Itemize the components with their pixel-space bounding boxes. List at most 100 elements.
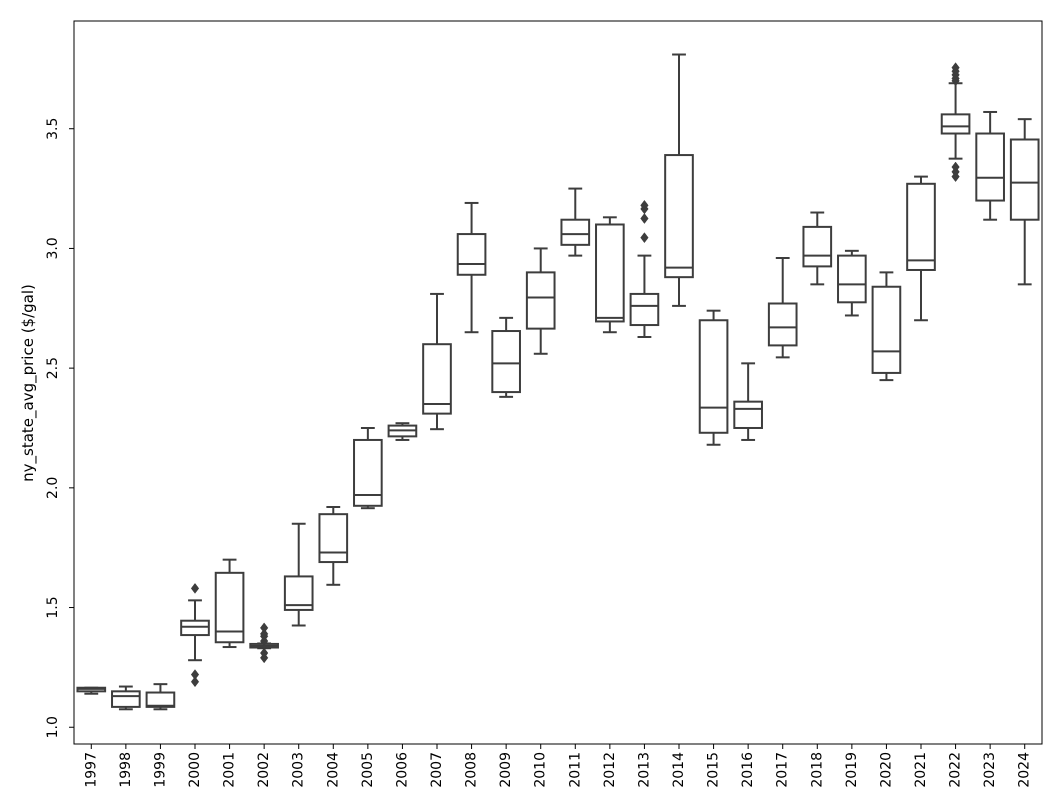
box-2003: [283, 522, 314, 627]
y-tick-label: 3.0: [45, 237, 61, 259]
box-iqr: [837, 254, 867, 304]
box-2002: [249, 622, 279, 664]
outlier-point: [260, 647, 269, 659]
outlier-point: [640, 232, 649, 244]
box-iqr: [145, 691, 176, 708]
x-tick-label: 2020: [878, 752, 894, 788]
box-iqr: [629, 292, 660, 327]
box-2000: [180, 582, 210, 688]
box-iqr: [318, 513, 349, 564]
y-tick-label: 1.5: [45, 596, 61, 618]
box-2009: [491, 316, 521, 398]
x-tick-label: 2006: [394, 752, 410, 788]
x-tick-label: 1997: [83, 752, 99, 788]
box-2005: [353, 426, 383, 510]
y-tick-label: 3.5: [45, 118, 61, 140]
box-iqr: [1009, 138, 1040, 221]
x-axis: 1997 1998 1999 2000 2001 2002 2003 2004 2005 2006…: [83, 744, 1033, 788]
x-tick-label: 2019: [844, 752, 860, 788]
x-tick-label: 2000: [187, 752, 203, 788]
box-2023: [975, 110, 1005, 221]
box-2007: [422, 292, 452, 431]
box-iqr: [871, 285, 902, 374]
box-iqr: [595, 223, 625, 323]
x-tick-label: 2024: [1017, 752, 1033, 788]
box-2004: [318, 505, 349, 586]
outlier-point: [951, 161, 960, 173]
x-tick-label: 2001: [222, 752, 238, 788]
box-2008: [456, 201, 487, 334]
y-tick-label: 1.0: [45, 716, 61, 738]
box-2016: [733, 362, 763, 441]
box-2013: [629, 199, 660, 339]
box-2021: [906, 175, 936, 322]
y-axis-title: ny_state_avg_price ($/gal): [19, 284, 38, 482]
box-iqr: [456, 233, 487, 276]
box-iqr: [698, 319, 729, 434]
box-2006: [387, 422, 418, 441]
box-iqr: [491, 330, 521, 394]
x-tick-label: 2008: [464, 752, 480, 788]
x-tick-label: 2010: [533, 752, 549, 788]
plot-area: [76, 53, 1040, 711]
plot-frame: [73, 20, 1043, 745]
x-tick-label: 1999: [152, 752, 168, 788]
box-2018: [802, 211, 833, 286]
box-1999: [145, 683, 176, 711]
y-axis: 1.0 1.5 2.0 2.5 3.0 3.5: [45, 118, 74, 738]
outlier-point: [260, 628, 269, 640]
outlier-point: [951, 62, 960, 74]
x-tick-label: 2022: [948, 752, 964, 788]
box-iqr: [767, 302, 798, 347]
x-tick-label: 2004: [325, 752, 341, 788]
x-tick-label: 2015: [706, 752, 722, 788]
box-iqr: [802, 225, 833, 268]
box-1997: [76, 686, 107, 695]
box-iqr: [664, 154, 694, 279]
x-tick-label: 2017: [775, 752, 791, 788]
x-tick-label: 2011: [567, 752, 583, 788]
x-tick-label: 2023: [982, 752, 998, 788]
box-2011: [560, 187, 591, 257]
box-2022: [940, 62, 971, 183]
outlier-point: [190, 676, 200, 688]
box-iqr: [906, 182, 936, 271]
x-tick-label: 2007: [429, 752, 445, 788]
outlier-point: [190, 669, 200, 680]
box-iqr: [180, 619, 210, 637]
x-tick-label: 2002: [256, 752, 272, 788]
box-iqr: [525, 271, 556, 330]
box-2010: [525, 247, 556, 355]
x-tick-label: 2018: [809, 752, 825, 788]
box-iqr: [560, 218, 591, 246]
box-1998: [111, 685, 141, 711]
box-2012: [595, 216, 625, 334]
box-2024: [1009, 118, 1040, 286]
x-tick-label: 2012: [602, 752, 618, 788]
y-tick-label: 2.0: [45, 477, 61, 499]
outlier-point: [260, 622, 269, 634]
x-tick-label: 2021: [913, 752, 929, 788]
x-tick-label: 2014: [671, 752, 687, 788]
box-2014: [664, 53, 694, 307]
outlier-point: [190, 582, 200, 594]
box-2020: [871, 271, 902, 382]
x-tick-label: 2009: [498, 752, 514, 788]
box-iqr: [940, 113, 971, 135]
box-2015: [698, 309, 729, 446]
outlier-point: [640, 199, 649, 211]
box-2001: [214, 558, 245, 649]
outlier-point: [640, 213, 649, 224]
box-iqr: [422, 343, 452, 415]
x-tick-label: 2016: [740, 752, 756, 788]
box-iqr: [111, 690, 141, 708]
x-tick-label: 1998: [118, 752, 134, 788]
x-tick-label: 2005: [360, 752, 376, 788]
box-2019: [837, 249, 867, 317]
x-tick-label: 2013: [636, 752, 652, 788]
y-tick-label: 2.5: [45, 357, 61, 379]
box-iqr: [733, 400, 763, 429]
x-tick-label: 2003: [291, 752, 307, 788]
